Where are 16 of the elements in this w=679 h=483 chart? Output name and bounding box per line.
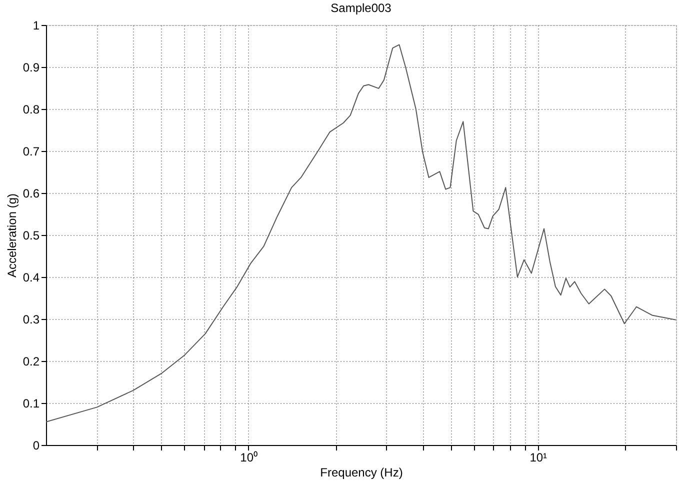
y-tick-label: 0 bbox=[32, 438, 40, 452]
y-tick-label: 0.8 bbox=[22, 102, 40, 116]
y-tick-label: 0.5 bbox=[22, 228, 40, 242]
y-tick-label: 0.2 bbox=[22, 354, 40, 368]
y-tick-label: 1 bbox=[32, 18, 40, 32]
y-tick-label: 0.3 bbox=[22, 312, 40, 326]
y-axis-title: Acceleration (g) bbox=[4, 193, 19, 278]
x-tick-label: 10⁰ bbox=[240, 450, 258, 464]
y-tick-label: 0.7 bbox=[22, 144, 40, 158]
y-tick-label: 0.4 bbox=[22, 270, 40, 284]
x-axis-title: Frequency (Hz) bbox=[320, 466, 403, 480]
y-tick-label: 0.6 bbox=[22, 186, 40, 200]
chart-title: Sample003 bbox=[330, 1, 392, 15]
x-tick-label: 10¹ bbox=[530, 450, 548, 464]
y-tick-label: 0.9 bbox=[22, 60, 40, 74]
y-tick-label: 0.1 bbox=[22, 396, 40, 410]
